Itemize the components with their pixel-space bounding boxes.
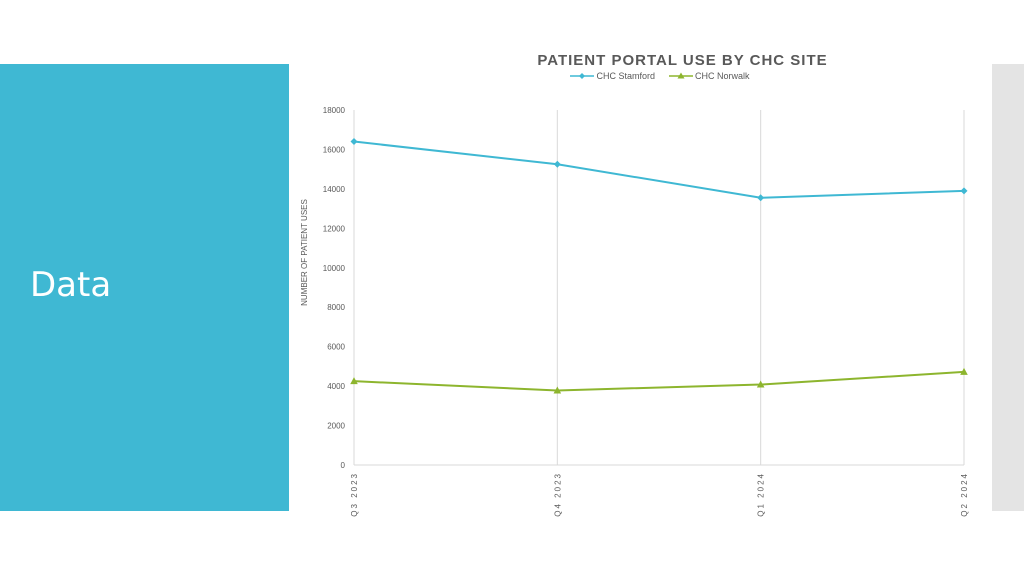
series-line-1	[353, 370, 965, 392]
chart-legend: CHC Stamford CHC Norwalk	[540, 71, 780, 81]
data-point-marker	[553, 386, 562, 394]
y-axis-title: NUMBER OF PATIENT USES	[300, 199, 309, 306]
data-point-marker	[553, 160, 561, 168]
y-tick-label: 12000	[323, 224, 346, 233]
x-tick-label: Q3 2023	[350, 472, 359, 517]
y-tick-label: 4000	[327, 382, 345, 391]
y-tick-label: 8000	[327, 303, 345, 312]
data-point-marker	[960, 187, 968, 195]
data-point-marker	[960, 367, 968, 375]
y-tick-label: 6000	[327, 343, 345, 352]
y-tick-label: 14000	[323, 185, 346, 194]
y-tick-label: 18000	[323, 106, 346, 115]
data-point-marker	[756, 380, 765, 388]
y-tick-label: 2000	[327, 422, 345, 431]
y-tick-label: 10000	[323, 264, 346, 273]
chart-title: PATIENT PORTAL USE BY CHC SITE	[537, 52, 828, 69]
legend-label-norwalk: CHC Norwalk	[695, 71, 750, 81]
data-point-marker	[350, 138, 358, 146]
series-line-0	[353, 140, 965, 199]
title-panel	[0, 64, 289, 511]
legend-item-norwalk: CHC Norwalk	[669, 71, 750, 81]
legend-marker-stamford-icon	[570, 73, 595, 79]
data-point-marker	[757, 194, 765, 202]
x-tick-label: Q2 2024	[960, 472, 969, 517]
slide-title: Data	[30, 265, 112, 305]
y-tick-label: 16000	[323, 145, 346, 154]
side-strip	[992, 64, 1024, 511]
y-tick-label: 0	[341, 461, 346, 470]
legend-label-stamford: CHC Stamford	[596, 71, 655, 81]
x-tick-label: Q4 2023	[553, 472, 562, 517]
legend-item-stamford: CHC Stamford	[570, 71, 655, 81]
x-tick-label: Q1 2024	[757, 472, 766, 517]
legend-marker-norwalk-icon	[669, 72, 693, 79]
data-point-marker	[350, 377, 358, 385]
